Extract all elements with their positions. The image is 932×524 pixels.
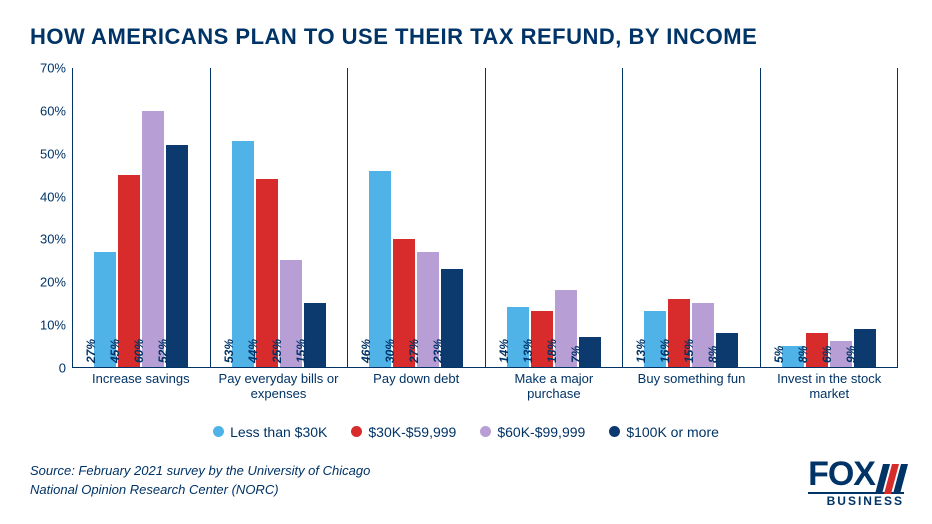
bar-value-label: 13% bbox=[634, 339, 648, 363]
bar-value-label: 14% bbox=[497, 339, 511, 363]
bar-value-label: 60% bbox=[132, 339, 146, 363]
bar-value-label: 44% bbox=[246, 339, 260, 363]
bar-value-label: 16% bbox=[658, 339, 672, 363]
bar: 8% bbox=[716, 333, 738, 367]
legend-item: Less than $30K bbox=[213, 424, 327, 440]
bar-group: 27%45%60%52% bbox=[72, 68, 210, 367]
y-tick: 50% bbox=[40, 146, 66, 161]
bar-group: 46%30%27%23% bbox=[347, 68, 485, 367]
bar-value-label: 52% bbox=[156, 339, 170, 363]
y-tick: 40% bbox=[40, 189, 66, 204]
source-line-2: National Opinion Research Center (NORC) bbox=[30, 481, 902, 500]
x-axis-label: Invest in the stock market bbox=[760, 368, 898, 402]
bar-value-label: 18% bbox=[545, 339, 559, 363]
bar: 60% bbox=[142, 111, 164, 367]
bar: 52% bbox=[166, 145, 188, 367]
bar-value-label: 8% bbox=[796, 346, 810, 363]
legend-label: Less than $30K bbox=[230, 424, 327, 440]
legend-swatch bbox=[351, 426, 362, 437]
bar-groups: 27%45%60%52%53%44%25%15%46%30%27%23%14%1… bbox=[72, 68, 898, 367]
bar-value-label: 27% bbox=[407, 339, 421, 363]
bar-value-label: 9% bbox=[844, 346, 858, 363]
bar-value-label: 15% bbox=[294, 339, 308, 363]
source-line-1: Source: February 2021 survey by the Univ… bbox=[30, 462, 902, 481]
x-axis-label: Increase savings bbox=[72, 368, 210, 402]
y-tick: 10% bbox=[40, 318, 66, 333]
bar-group: 5% 8% 6% 9% bbox=[760, 68, 899, 367]
y-axis: 010%20%30%40%50%60%70% bbox=[30, 68, 72, 368]
source-citation: Source: February 2021 survey by the Univ… bbox=[30, 462, 902, 500]
bar-value-label: 13% bbox=[521, 339, 535, 363]
y-tick: 60% bbox=[40, 103, 66, 118]
bar-group: 14% 13% 18% 7% bbox=[485, 68, 623, 367]
legend-swatch bbox=[480, 426, 491, 437]
bar-value-label: 15% bbox=[682, 339, 696, 363]
x-axis-label: Pay down debt bbox=[347, 368, 485, 402]
bar-value-label: 7% bbox=[569, 346, 583, 363]
bar-value-label: 53% bbox=[222, 339, 236, 363]
legend-item: $60K-$99,999 bbox=[480, 424, 585, 440]
bar: 53% bbox=[232, 141, 254, 367]
bar-group: 53%44%25%15% bbox=[210, 68, 348, 367]
y-tick: 30% bbox=[40, 232, 66, 247]
legend-swatch bbox=[609, 426, 620, 437]
legend-item: $100K or more bbox=[609, 424, 719, 440]
bar-value-label: 23% bbox=[431, 339, 445, 363]
x-axis-label: Pay everyday bills or expenses bbox=[210, 368, 348, 402]
plot-region: 27%45%60%52%53%44%25%15%46%30%27%23%14%1… bbox=[72, 68, 898, 368]
bar: 46% bbox=[369, 171, 391, 367]
bar-value-label: 30% bbox=[383, 339, 397, 363]
fox-business-logo: FOX BUSINESS bbox=[808, 455, 904, 508]
bar: 7% bbox=[579, 337, 601, 367]
x-axis-label: Make a major purchase bbox=[485, 368, 623, 402]
bar: 23% bbox=[441, 269, 463, 367]
bar-value-label: 25% bbox=[270, 339, 284, 363]
logo-subtext: BUSINESS bbox=[808, 492, 904, 508]
bar-value-label: 45% bbox=[108, 339, 122, 363]
bar: 9% bbox=[854, 329, 876, 367]
legend-label: $60K-$99,999 bbox=[497, 424, 585, 440]
bar-value-label: 46% bbox=[359, 339, 373, 363]
bar-value-label: 6% bbox=[820, 346, 834, 363]
bar-value-label: 27% bbox=[84, 339, 98, 363]
x-axis-label: Buy something fun bbox=[623, 368, 761, 402]
legend-label: $100K or more bbox=[626, 424, 719, 440]
legend: Less than $30K $30K-$59,999 $60K-$99,999 $1… bbox=[30, 424, 902, 440]
y-tick: 0 bbox=[59, 361, 66, 376]
legend-swatch bbox=[213, 426, 224, 437]
bar-value-label: 5% bbox=[772, 346, 786, 363]
legend-item: $30K-$59,999 bbox=[351, 424, 456, 440]
legend-label: $30K-$59,999 bbox=[368, 424, 456, 440]
bar-value-label: 8% bbox=[706, 346, 720, 363]
y-tick: 70% bbox=[40, 61, 66, 76]
logo-stripes bbox=[873, 464, 908, 494]
logo-text: FOX bbox=[808, 455, 875, 494]
y-tick: 20% bbox=[40, 275, 66, 290]
x-axis-labels: Increase savingsPay everyday bills or ex… bbox=[72, 368, 898, 402]
bar: 15% bbox=[304, 303, 326, 367]
bar-group: 13% 16% 15% 8% bbox=[622, 68, 760, 367]
chart-title: HOW AMERICANS PLAN TO USE THEIR TAX REFU… bbox=[30, 24, 902, 50]
chart-area: 010%20%30%40%50%60%70% 27%45%60%52%53%44… bbox=[72, 68, 898, 368]
